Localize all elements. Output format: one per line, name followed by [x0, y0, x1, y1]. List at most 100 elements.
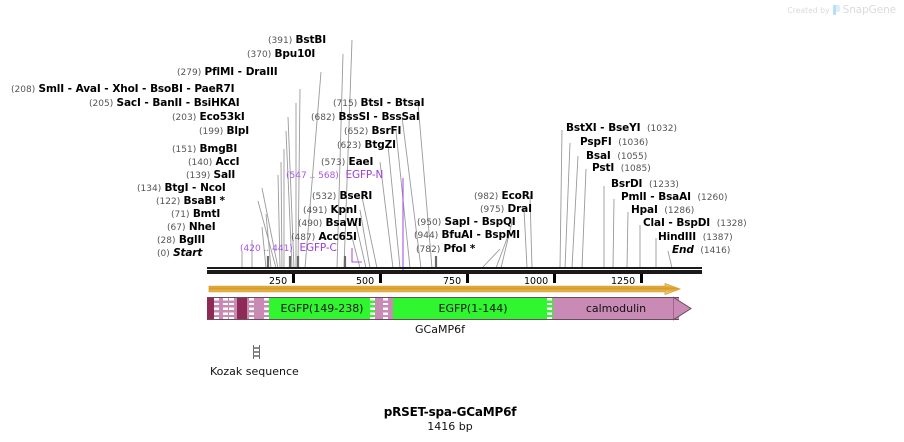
enzyme-name: SmlI: [38, 83, 65, 95]
enzyme-label-row: (139) SalI: [186, 169, 235, 182]
enzyme-name: BsiHKAI: [193, 97, 240, 109]
enzyme-name: BseRI: [339, 190, 373, 202]
enzyme-position: (944): [414, 231, 439, 241]
gcamp-caption-text: GCaMP6f: [415, 323, 465, 336]
enzyme-label-row: (623) BtgZI: [337, 139, 396, 152]
enzyme-position: (139): [186, 171, 211, 181]
enzyme-label-row: (279) PflMI - DraIII: [177, 66, 278, 79]
enzyme-position: (490): [298, 219, 323, 229]
enzyme-label-row: (950) SapI - BspQI: [417, 216, 516, 229]
enzyme-position: (203): [172, 113, 197, 123]
enzyme-name: BsrFI: [371, 125, 402, 137]
enzyme-name: PstI: [592, 162, 615, 174]
enzyme-label-row: PstI (1085): [592, 162, 651, 175]
calmodulin-arrowhead: [673, 296, 692, 321]
enzyme-position: (140): [188, 158, 213, 168]
enzyme-label-row: (682) BssSI - BssSaI: [311, 111, 420, 124]
enzyme-label-row: BsaI (1055): [586, 150, 647, 163]
watermark-brand-text: SnapGene: [842, 4, 896, 16]
gene-linker-hatch: [547, 297, 552, 320]
enzyme-name: Start: [173, 247, 203, 259]
enzyme-label-row: (652) BsrFI: [344, 125, 401, 138]
ruler-tick-label: 1000: [524, 276, 549, 287]
gene-feature-bar: EGFP(149-238) EGFP(1-144) calmodulin: [207, 297, 679, 320]
plasmid-size: 1416 bp: [0, 420, 904, 433]
ruler-tick-label: 250: [269, 276, 288, 287]
enzyme-position: (279): [177, 68, 202, 78]
enzyme-label-row: (140) AccI: [188, 156, 240, 169]
gene-segment-label: EGFP(1-144): [438, 302, 508, 315]
kozak-sequence-marker: [253, 345, 260, 359]
plasmid-title: pRSET-spa-GCaMP6f: [0, 405, 904, 419]
enzyme-label-row: (391) BstBI: [268, 34, 326, 47]
enzyme-position: (1032): [647, 124, 677, 134]
enzyme-name: PfoI: [443, 243, 467, 255]
gene-linker-hatch: [223, 297, 228, 320]
gene-subfeature-block[interactable]: [207, 297, 214, 320]
enzyme-separator: -: [470, 216, 482, 228]
ruler-tick-mark: [466, 274, 469, 283]
enzyme-position: (0): [157, 249, 170, 259]
enzyme-name: PaeR7I: [194, 83, 235, 95]
plasmid-size-text: 1416 bp: [427, 420, 473, 433]
feature-range: (547 .. 568): [286, 171, 339, 181]
gene-segment[interactable]: calmodulin: [553, 297, 679, 320]
enzyme-label-row: (199) BlpI: [199, 125, 249, 138]
enzyme-separator: -: [472, 229, 485, 241]
enzyme-name: BlpI: [226, 125, 250, 137]
gene-segment[interactable]: EGFP(149-238): [269, 297, 375, 320]
enzyme-position: (682): [311, 113, 336, 123]
enzyme-label-row: (208) SmlI - AvaI - XhoI - BsoBI - PaeR7…: [11, 83, 235, 96]
enzyme-label-row: (975) DraI: [480, 203, 532, 216]
enzyme-label-row: (67) NheI: [167, 221, 216, 234]
enzyme-name: BssSaI: [381, 111, 420, 123]
gene-subfeature-block[interactable]: [237, 297, 247, 320]
enzyme-separator: -: [383, 97, 395, 109]
enzyme-label-row: BstXI - BseYI (1032): [566, 122, 677, 135]
enzyme-label-row: (491) KpnI: [303, 204, 357, 217]
enzyme-name: HpaI: [631, 204, 658, 216]
enzyme-name: DraI: [507, 203, 532, 215]
enzyme-position: (532): [312, 192, 337, 202]
enzyme-label-row: (71) BmtI: [171, 208, 220, 221]
enzyme-separator: -: [234, 66, 246, 78]
enzyme-label-row: (487) Acc65I: [291, 231, 357, 244]
watermark-created-by-text: Created by: [787, 5, 830, 15]
enzyme-position: (208): [11, 85, 36, 95]
enzyme-name: PmlI: [621, 191, 647, 203]
enzyme-position: (652): [344, 127, 369, 137]
enzyme-name: SacI: [116, 97, 141, 109]
enzyme-position: (122): [156, 197, 181, 207]
gene-linker-hatch: [229, 297, 234, 320]
enzyme-name: BtsI: [360, 97, 384, 109]
enzyme-label-row: (122) BsaBI *: [156, 195, 225, 208]
feature-label-row: (547 .. 568) EGFP-N: [286, 169, 383, 182]
enzyme-position: (1416): [700, 246, 731, 256]
snapgene-watermark: Created by SnapGene: [787, 4, 896, 16]
enzyme-name: BtgI: [164, 182, 189, 194]
ruler-tick-mark: [379, 274, 382, 283]
enzyme-position: (28): [157, 236, 176, 246]
ruler-tick-label: 500: [356, 276, 375, 287]
gene-linker-hatch: [370, 297, 375, 320]
enzyme-label-row: PmlI - BsaAI (1260): [621, 191, 727, 204]
kozak-sequence-label: Kozak sequence: [210, 365, 299, 378]
enzyme-name: BmtI: [192, 208, 221, 220]
enzyme-label-row: (203) Eco53kI: [172, 111, 245, 124]
gene-segment[interactable]: EGFP(1-144): [393, 297, 553, 320]
enzyme-label-row: (134) BtgI - NcoI: [137, 182, 226, 195]
enzyme-position: (982): [474, 192, 499, 202]
enzyme-name: AvaI: [75, 83, 101, 95]
enzyme-name: KpnI: [330, 204, 358, 216]
enzyme-name: PflMI: [204, 66, 235, 78]
snapgene-logo-icon: [832, 5, 840, 15]
enzyme-position: (370): [247, 50, 272, 60]
enzyme-position: (134): [137, 184, 162, 194]
enzyme-label-row: (715) BtsI - BtsaI: [333, 97, 424, 110]
enzyme-star-marker: *: [216, 195, 226, 207]
enzyme-position: (199): [199, 127, 224, 137]
enzyme-name: BglII: [178, 234, 206, 246]
enzyme-position: (1036): [618, 138, 649, 148]
enzyme-label-row: (782) PfoI *: [416, 243, 475, 256]
